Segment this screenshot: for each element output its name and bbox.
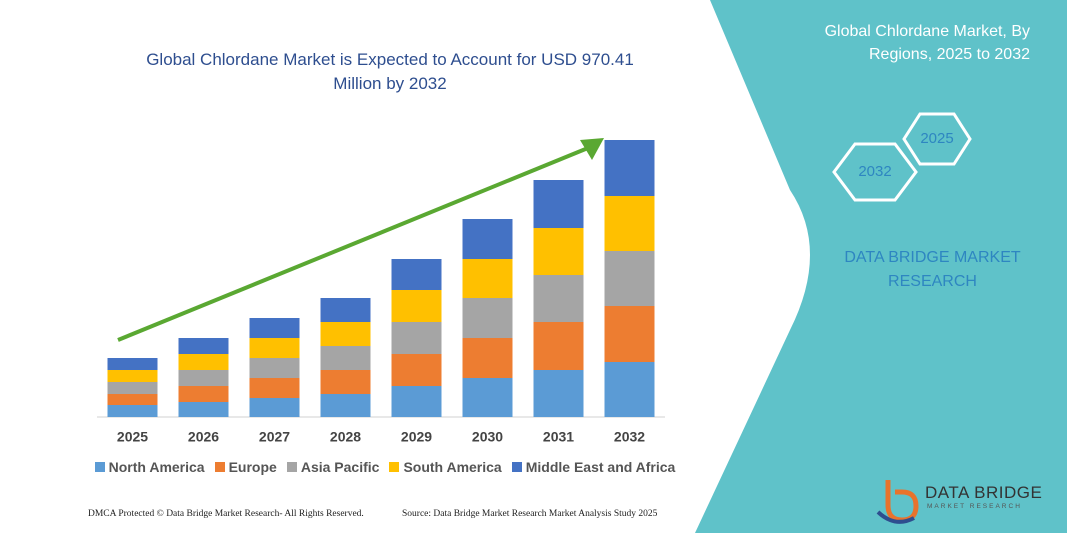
x-tick-label: 2029 bbox=[401, 429, 432, 445]
legend-swatch bbox=[214, 462, 225, 472]
bar-segment bbox=[462, 378, 513, 417]
trend-arrow bbox=[117, 146, 589, 342]
x-tick-label: 2032 bbox=[614, 429, 645, 445]
legend-label: Middle East and Africa bbox=[525, 459, 676, 475]
x-tick-label: 2026 bbox=[188, 429, 219, 445]
legend-item: Middle East and Africa bbox=[511, 459, 676, 475]
hexagon-label: 2032 bbox=[858, 163, 891, 180]
logo-icon bbox=[876, 510, 915, 524]
bar-segment bbox=[604, 196, 655, 251]
bar-segment bbox=[178, 354, 229, 370]
legend-label: North America bbox=[108, 459, 205, 475]
bar-segment bbox=[249, 338, 300, 358]
footer-right: Source: Data Bridge Market Research Mark… bbox=[402, 509, 658, 519]
bar-segment bbox=[533, 180, 584, 228]
chart-title: Global Chlordane Market is Expected to A… bbox=[146, 50, 634, 93]
x-tick-label: 2025 bbox=[117, 429, 148, 445]
bar-segment bbox=[391, 259, 442, 290]
legend-item: Asia Pacific bbox=[286, 459, 380, 475]
brand: DATA BRIDGE MARKET RESEARCH bbox=[844, 249, 1021, 290]
bar-segment bbox=[391, 322, 442, 354]
bar-segment bbox=[249, 398, 300, 417]
bar-segment bbox=[462, 338, 513, 378]
bar-segment bbox=[320, 322, 371, 346]
bar-segment bbox=[533, 275, 584, 322]
bar-segment bbox=[107, 382, 158, 394]
legend-label: Asia Pacific bbox=[300, 459, 380, 475]
bar-segment bbox=[107, 394, 158, 405]
bar-segment bbox=[462, 298, 513, 338]
logo-icon bbox=[885, 480, 919, 523]
x-tick-label: 2031 bbox=[543, 429, 574, 445]
bar-segment bbox=[604, 306, 655, 362]
legend-item: North America bbox=[94, 459, 205, 475]
legend-swatch bbox=[286, 462, 297, 472]
bar-segment bbox=[533, 228, 584, 275]
panel-background bbox=[695, 0, 1067, 533]
x-tick-label: 2027 bbox=[259, 429, 290, 445]
bar-segment bbox=[107, 370, 158, 382]
footer-left: DMCA Protected © Data Bridge Market Rese… bbox=[88, 509, 364, 519]
bar-segment bbox=[604, 362, 655, 417]
bar-segment bbox=[249, 358, 300, 378]
bar-segment bbox=[249, 378, 300, 398]
x-tick-label: 2028 bbox=[330, 429, 361, 445]
bar-segment bbox=[604, 251, 655, 306]
bar-segment bbox=[320, 346, 371, 370]
bar-segment bbox=[107, 405, 158, 417]
logo-tagline: MARKET RESEARCH bbox=[927, 503, 1022, 510]
bar-segment bbox=[107, 358, 158, 370]
legend: North America Europe Asia Pacific South Ame… bbox=[60, 459, 710, 475]
bar-segment bbox=[320, 298, 371, 322]
bar-segment bbox=[391, 354, 442, 386]
x-tick-label: 2030 bbox=[472, 429, 503, 445]
bar-segment bbox=[320, 394, 371, 417]
legend-label: South America bbox=[403, 459, 502, 475]
bar-segment bbox=[604, 140, 655, 196]
legend-label: Europe bbox=[228, 459, 277, 475]
bar-segment bbox=[462, 219, 513, 259]
hexagon-label: 2025 bbox=[920, 130, 953, 147]
hexagon bbox=[902, 112, 972, 166]
bar-segment bbox=[462, 259, 513, 298]
bar-segment bbox=[320, 370, 371, 394]
bar-segment bbox=[533, 370, 584, 417]
bar-segment bbox=[391, 386, 442, 417]
bar-segment bbox=[533, 322, 584, 370]
legend-item: South America bbox=[389, 459, 502, 475]
bars bbox=[107, 140, 655, 417]
legend-swatch bbox=[511, 462, 522, 472]
hexagon bbox=[832, 142, 918, 202]
legend-swatch bbox=[389, 462, 400, 472]
bar-segment bbox=[178, 386, 229, 402]
panel-title: Global Chlordane Market, By Regions, 202… bbox=[824, 23, 1030, 63]
bar-segment bbox=[249, 318, 300, 338]
arrow-head bbox=[580, 138, 604, 160]
bar-segment bbox=[391, 290, 442, 322]
logo-name: DATA BRIDGE bbox=[925, 483, 1043, 502]
bar-segment bbox=[178, 338, 229, 354]
legend-swatch bbox=[94, 462, 105, 472]
bar-segment bbox=[178, 402, 229, 417]
bar-segment bbox=[178, 370, 229, 386]
legend-item: Europe bbox=[214, 459, 277, 475]
